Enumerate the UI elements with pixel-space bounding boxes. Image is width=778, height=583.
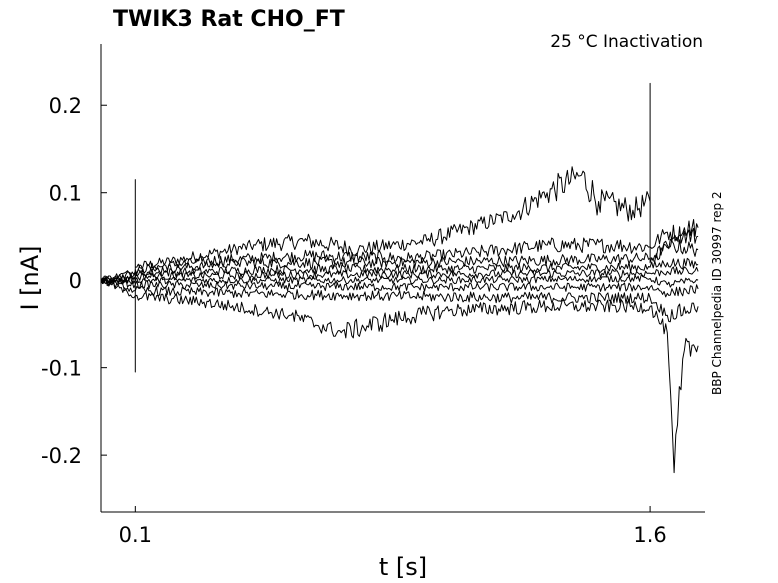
side-label: BBP Channelpedia ID 30997 rep 2 xyxy=(710,191,724,395)
series-line xyxy=(100,277,699,298)
y-tick-label: 0.1 xyxy=(49,182,82,206)
x-ticks: 0.1 1.6 xyxy=(119,506,667,547)
series-line xyxy=(100,278,699,474)
traces xyxy=(100,82,699,474)
chart-subtitle: 25 °C Inactivation xyxy=(550,32,703,52)
x-tick-label: 1.6 xyxy=(633,523,666,547)
y-tick-label: 0 xyxy=(69,269,82,293)
series-line xyxy=(100,274,699,288)
y-tick-label: 0.2 xyxy=(49,94,82,118)
series-line xyxy=(100,238,699,284)
series-line xyxy=(100,82,699,284)
series-line xyxy=(100,277,699,323)
series-line xyxy=(100,266,699,283)
x-tick-label: 0.1 xyxy=(119,523,152,547)
y-axis-label: I [nA] xyxy=(16,245,44,310)
x-axis-label: t [s] xyxy=(379,553,427,581)
series-line xyxy=(100,224,699,373)
y-ticks: 0.2 0.1 0 -0.1 -0.2 xyxy=(41,94,107,468)
y-tick-label: -0.2 xyxy=(41,444,82,468)
y-tick-label: -0.1 xyxy=(41,357,82,381)
axes xyxy=(100,44,705,513)
chart-title: TWIK3 Rat CHO_FT xyxy=(113,7,345,32)
